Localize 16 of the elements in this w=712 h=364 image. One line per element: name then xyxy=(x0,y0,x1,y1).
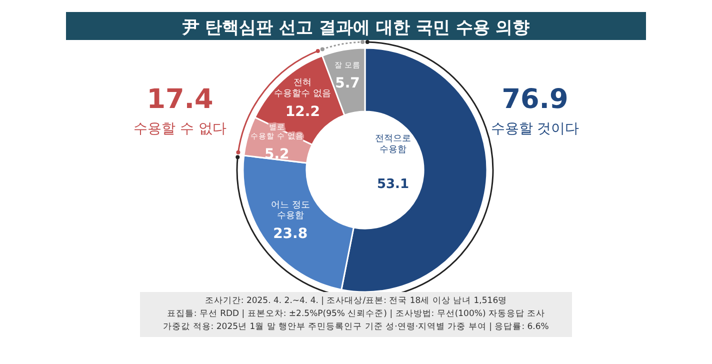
slice-label: 전적으로 수용함 xyxy=(375,134,411,155)
slice-label: 어느 정도 수용함 xyxy=(270,200,310,222)
chart-title: 尹 탄핵심판 선고 결과에 대한 국민 수용 의향 xyxy=(181,18,530,38)
text: 표집틀: 무선 RDD | 표본오차: ±2.5%P(95% 신뢰수준) | 조사방법: 무선(100%) 자동응답 조사 xyxy=(166,309,546,319)
text: 조사기간: 2025. 4. 2.~4. 4. | 조사대상/표본: 전국 18세 이상 남녀 1,516명 xyxy=(204,296,508,306)
data-label: 5.7 xyxy=(335,76,360,92)
text: 수용할 것이다 xyxy=(490,121,580,137)
text: 17.4 xyxy=(146,84,214,115)
text: 76.9 xyxy=(502,84,568,115)
data-label: 12.2 xyxy=(285,104,320,120)
data-label: 5.2 xyxy=(264,146,290,163)
text: 수용할 수 없다 xyxy=(134,121,226,137)
text: 가중값 적용: 2025년 1월 말 행안부 주민등록인구 기준 성·연령·지역별 가중 부여 | 응답률: 6.6% xyxy=(163,322,549,332)
data-label: 53.1 xyxy=(376,177,410,192)
data-label: 23.8 xyxy=(273,226,308,242)
slice-label: 전혀 수용할수 없음 xyxy=(274,78,332,99)
